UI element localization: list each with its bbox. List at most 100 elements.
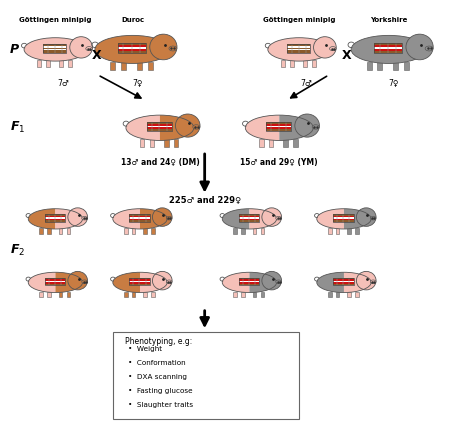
Text: •  Fasting glucose: • Fasting glucose bbox=[128, 388, 192, 394]
Ellipse shape bbox=[269, 272, 272, 276]
Ellipse shape bbox=[363, 208, 367, 212]
Ellipse shape bbox=[153, 208, 172, 227]
Bar bbox=[333, 278, 354, 285]
Bar bbox=[43, 49, 66, 50]
Bar bbox=[45, 216, 65, 217]
Ellipse shape bbox=[276, 280, 282, 283]
Bar bbox=[241, 228, 245, 234]
Ellipse shape bbox=[166, 280, 172, 283]
Text: •  Weight: • Weight bbox=[128, 346, 162, 352]
Bar bbox=[287, 44, 310, 53]
Ellipse shape bbox=[269, 208, 272, 212]
Bar bbox=[68, 60, 73, 67]
Ellipse shape bbox=[313, 37, 336, 58]
Bar bbox=[374, 49, 402, 51]
Ellipse shape bbox=[77, 37, 82, 42]
Bar bbox=[377, 62, 383, 70]
Bar bbox=[328, 228, 331, 234]
Text: Phenotyping, e.g:: Phenotyping, e.g: bbox=[125, 337, 192, 346]
Bar bbox=[333, 216, 354, 217]
Bar bbox=[45, 214, 65, 216]
Text: F$_2$: F$_2$ bbox=[9, 243, 25, 258]
Ellipse shape bbox=[159, 35, 164, 41]
Bar bbox=[366, 62, 372, 70]
Bar bbox=[374, 43, 402, 54]
Bar bbox=[47, 292, 51, 297]
Bar bbox=[43, 44, 66, 53]
Bar bbox=[146, 126, 172, 128]
Ellipse shape bbox=[169, 46, 177, 51]
Bar bbox=[129, 282, 150, 284]
Bar bbox=[164, 139, 169, 147]
Text: •  DXA scanning: • DXA scanning bbox=[128, 374, 187, 380]
Bar bbox=[174, 139, 178, 147]
Bar bbox=[66, 228, 70, 234]
Text: •  Conformation: • Conformation bbox=[128, 360, 185, 366]
Bar bbox=[241, 292, 245, 297]
Text: F$_1$: F$_1$ bbox=[9, 120, 25, 135]
PathPatch shape bbox=[126, 115, 160, 140]
Bar bbox=[129, 214, 150, 222]
PathPatch shape bbox=[249, 209, 277, 229]
PathPatch shape bbox=[28, 209, 55, 229]
Bar bbox=[43, 50, 66, 53]
Bar bbox=[129, 284, 150, 285]
Text: 7♂: 7♂ bbox=[301, 79, 312, 88]
Bar bbox=[287, 46, 310, 48]
Bar bbox=[129, 217, 150, 218]
Ellipse shape bbox=[175, 114, 200, 137]
Bar bbox=[333, 214, 354, 216]
Text: 15♂ and 29♀ (YM): 15♂ and 29♀ (YM) bbox=[240, 158, 318, 167]
Bar bbox=[118, 51, 146, 54]
Bar bbox=[287, 44, 310, 53]
Bar bbox=[281, 60, 285, 67]
Bar bbox=[328, 292, 331, 297]
Text: Yorkshire: Yorkshire bbox=[370, 17, 408, 23]
Bar bbox=[290, 60, 294, 67]
Ellipse shape bbox=[74, 272, 78, 276]
Bar bbox=[404, 62, 409, 70]
PathPatch shape bbox=[222, 272, 249, 292]
Bar bbox=[66, 292, 70, 297]
Bar bbox=[259, 139, 264, 147]
Bar bbox=[143, 292, 147, 297]
PathPatch shape bbox=[344, 209, 371, 229]
Text: Duroc: Duroc bbox=[121, 17, 144, 23]
Ellipse shape bbox=[24, 38, 87, 61]
Bar bbox=[140, 139, 145, 147]
Bar bbox=[333, 278, 354, 279]
Bar bbox=[336, 228, 339, 234]
Bar bbox=[374, 43, 402, 54]
Ellipse shape bbox=[321, 37, 326, 42]
Bar bbox=[47, 228, 51, 234]
Bar bbox=[132, 228, 136, 234]
Bar bbox=[333, 281, 354, 282]
Bar bbox=[121, 62, 126, 70]
Bar bbox=[239, 278, 259, 279]
PathPatch shape bbox=[113, 272, 140, 292]
Bar bbox=[129, 214, 150, 222]
PathPatch shape bbox=[28, 272, 55, 292]
Bar bbox=[43, 44, 66, 53]
Bar bbox=[287, 49, 310, 50]
Ellipse shape bbox=[276, 216, 282, 220]
Bar bbox=[239, 214, 259, 216]
Bar bbox=[374, 47, 402, 49]
Ellipse shape bbox=[262, 272, 282, 290]
Bar bbox=[45, 278, 65, 285]
Bar bbox=[148, 62, 153, 70]
Bar bbox=[45, 214, 65, 222]
Bar bbox=[45, 220, 65, 222]
PathPatch shape bbox=[249, 272, 277, 292]
Bar bbox=[59, 60, 64, 67]
Bar bbox=[239, 282, 259, 284]
Text: 225♂ and 229♀: 225♂ and 229♀ bbox=[169, 196, 241, 205]
Text: •  Slaughter traits: • Slaughter traits bbox=[128, 402, 192, 408]
PathPatch shape bbox=[160, 115, 194, 140]
Bar bbox=[253, 292, 256, 297]
Text: 7♀: 7♀ bbox=[389, 79, 399, 88]
Ellipse shape bbox=[415, 35, 420, 41]
Bar bbox=[239, 214, 259, 222]
Ellipse shape bbox=[425, 46, 433, 51]
Ellipse shape bbox=[193, 125, 200, 129]
